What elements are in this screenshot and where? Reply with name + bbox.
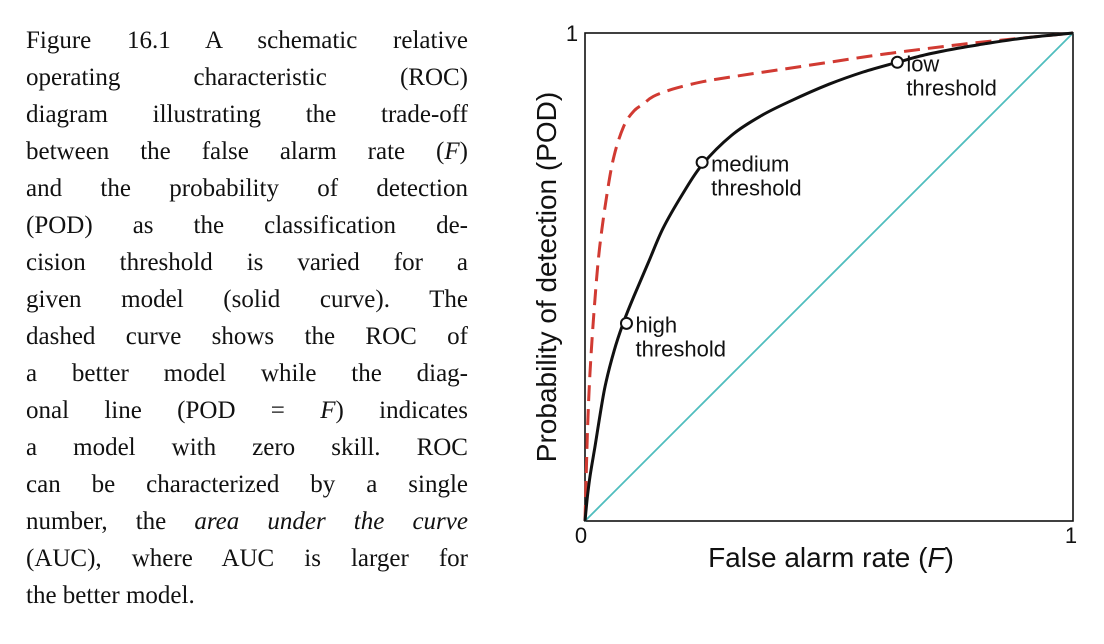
caption-text: given model (solid curve). The [26, 286, 468, 313]
y-axis-label: Probability of detection (POD) [531, 92, 562, 462]
y-tick-label: 1 [566, 21, 578, 46]
caption-line: between the false alarm rate (F) [26, 133, 468, 170]
caption-text: a better model while the diag- [26, 360, 468, 387]
threshold-label-line: threshold [711, 175, 802, 200]
caption-line: can be characterized by a single [26, 466, 468, 503]
caption-text: dashed curve shows the ROC of [26, 323, 468, 350]
caption-text: cision threshold is varied for a [26, 249, 468, 276]
threshold-label: low threshold [906, 51, 997, 100]
caption-text: diagram illustrating the trade-off [26, 101, 468, 128]
caption-text: number, the [26, 508, 195, 535]
plot-frame [584, 32, 1074, 522]
caption-text: the better model. [26, 582, 195, 609]
caption-line: (AUC), where AUC is larger for [26, 540, 468, 577]
caption-line: (POD) as the classification de- [26, 207, 468, 244]
axis-labels: 0 1 1 False alarm rate (F) Probability of de… [531, 21, 1077, 573]
figure-caption: Figure 16.1 A schematic relative operatin… [26, 22, 468, 614]
caption-line: the better model. [26, 577, 468, 614]
threshold-label-line: threshold [906, 75, 997, 100]
caption-text: a model with zero skill. ROC [26, 434, 468, 461]
caption-text: ) [459, 138, 468, 165]
caption-line: onal line (POD = F) indicates [26, 392, 468, 429]
caption-text: and the probability of detection [26, 175, 468, 202]
caption-line: a better model while the diag- [26, 355, 468, 392]
caption-line: given model (solid curve). The [26, 281, 468, 318]
caption-text: (AUC), where AUC is larger for [26, 545, 468, 572]
caption-line: number, the area under the curve [26, 503, 468, 540]
caption-text: between the false alarm rate ( [26, 138, 445, 165]
threshold-point [619, 316, 633, 330]
caption-text: F [320, 397, 336, 424]
caption-text: area under the curve [194, 508, 468, 535]
x-tick-label: 1 [1065, 523, 1077, 548]
threshold-point [890, 55, 904, 69]
threshold-label-line: low [906, 51, 939, 76]
caption-line: diagram illustrating the trade-off [26, 96, 468, 133]
threshold-point [695, 155, 709, 169]
caption-text: operating characteristic (ROC) [26, 64, 468, 91]
x-axis-label-part: ) [945, 542, 954, 573]
caption-text: (POD) as the classification de- [26, 212, 468, 239]
threshold-label-line: medium [711, 151, 789, 176]
caption-text: can be characterized by a single [26, 471, 468, 498]
caption-line: and the probability of detection [26, 170, 468, 207]
roc-curve-dashed [583, 31, 1074, 522]
threshold-label: medium threshold [711, 151, 802, 200]
threshold-label-line: threshold [635, 336, 726, 361]
caption-text: Figure 16.1 A schematic relative [26, 27, 468, 54]
x-axis-label-part: False alarm rate ( [708, 542, 928, 573]
roc-curve-solid [583, 31, 1074, 522]
caption-text: ) indicates [335, 397, 469, 424]
caption-line: Figure 16.1 A schematic relative [26, 22, 468, 59]
caption-line: dashed curve shows the ROC of [26, 318, 468, 355]
caption-line: a model with zero skill. ROC [26, 429, 468, 466]
x-tick-label: 0 [575, 523, 587, 548]
x-axis-label: False alarm rate (F) [708, 542, 954, 573]
caption-line: operating characteristic (ROC) [26, 59, 468, 96]
caption-text: onal line (POD = [26, 397, 321, 424]
zero-skill-diagonal [584, 32, 1074, 522]
threshold-label-line: high [635, 312, 677, 337]
caption-line: cision threshold is varied for a [26, 244, 468, 281]
x-axis-label-part: F [927, 542, 946, 573]
threshold-label: high threshold [635, 312, 726, 361]
caption-text: F [444, 138, 460, 165]
